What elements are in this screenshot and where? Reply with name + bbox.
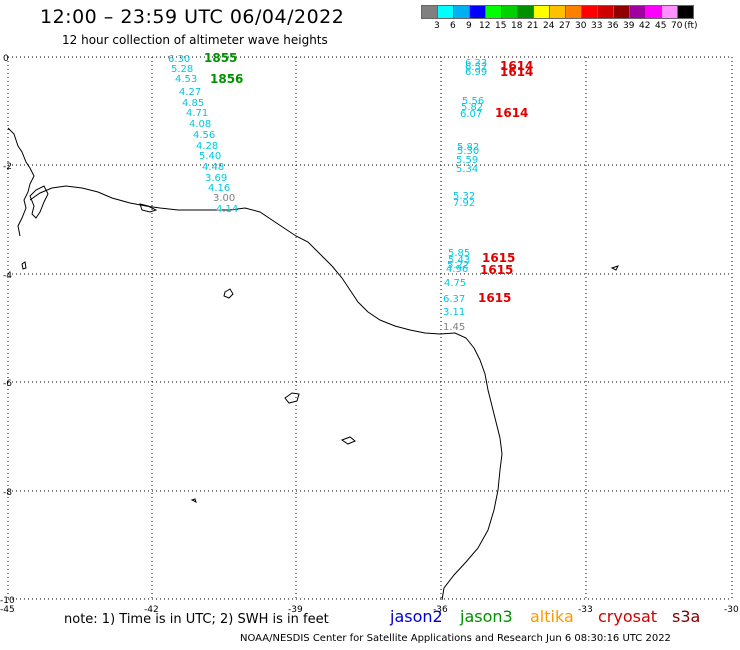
coastline	[7, 127, 619, 601]
pass-time-label: 1614	[495, 106, 528, 120]
legend-label: 42	[639, 21, 651, 31]
x-tick-label: -33	[578, 605, 593, 615]
wave-height-label: 4.27	[179, 87, 201, 98]
wave-height-label: 5.82	[461, 102, 483, 113]
island-e	[21, 261, 27, 270]
y-tick-label: -2	[3, 162, 12, 172]
legend-label: 39	[623, 21, 635, 31]
x-tick-label: -42	[144, 605, 159, 615]
satellite-legend-s3a: s3a	[672, 607, 701, 626]
wave-height-label: 6.99	[465, 67, 487, 78]
legend-label: 15	[495, 21, 507, 31]
wave-height-label: 5.22	[447, 260, 469, 271]
y-tick-label: -8	[3, 488, 12, 498]
wave-height-label: 3.11	[443, 307, 465, 318]
legend-swatch	[677, 5, 694, 19]
wave-height-label: 4.71	[186, 108, 208, 119]
pass-time-label: 1615	[478, 291, 511, 305]
axis-tick-labels: -45 -42 -39 -36 -33 -30 0 -2 -4 -6 -8 -10	[0, 54, 739, 615]
wave-height-label: 4.28	[196, 141, 218, 152]
legend-label: 18	[511, 21, 523, 31]
legend-label: 12	[479, 21, 491, 31]
pass-time-label: 1855	[204, 51, 237, 65]
satellite-legend-jason2: jason2	[390, 607, 443, 626]
pass-time-label: 1615	[480, 263, 513, 277]
wave-height-label: 4.53	[175, 74, 197, 85]
wave-height-label: 6.52	[465, 62, 487, 73]
coast-delta	[29, 185, 158, 219]
satellite-legend-cryosat: cryosat	[598, 607, 658, 626]
wave-height-label: 3.69	[205, 173, 227, 184]
wave-height-label: 6.37	[443, 294, 465, 305]
color-legend-labels: 3 6 9 12 15 18 21 24 27 30 33 36 39 42 45 70 (ft)	[421, 21, 740, 33]
x-tick-label: -36	[433, 605, 448, 615]
altimeter-track-west: 6.305.284.53 4.274.854.714.084.564.285.40…	[168, 51, 243, 215]
x-tick-label: -45	[0, 605, 15, 615]
wave-height-label: 5.59	[456, 155, 478, 166]
y-tick-label: 0	[3, 54, 9, 64]
wave-height-label: 5.40	[199, 151, 221, 162]
wave-height-label: 4.85	[182, 98, 204, 109]
altimeter-track-east: 6.336.526.995.565.826.075.825.305.595.34…	[443, 58, 533, 333]
legend-label: 3	[434, 21, 440, 31]
island-f	[190, 498, 197, 503]
legend-label: 30	[575, 21, 587, 31]
wave-height-label: 3.00	[213, 193, 235, 204]
brazil-coastline	[29, 185, 503, 601]
pass-time-label: 1614	[500, 65, 533, 79]
pass-time-label: 1856	[210, 72, 243, 86]
pass-time-label: 1614	[500, 59, 533, 73]
wave-height-label: 6.30	[168, 54, 190, 65]
legend-label: 21	[527, 21, 539, 31]
credit-line: NOAA/NESDIS Center for Satellite Applica…	[240, 633, 671, 644]
wave-height-label: 4.14	[216, 204, 238, 215]
island-b	[284, 392, 300, 404]
pass-time-label: 1615	[482, 251, 515, 265]
x-tick-label: -39	[288, 605, 303, 615]
wave-height-label: 4.56	[193, 130, 215, 141]
y-tick-label: -10	[0, 596, 15, 606]
coast-inlet-north	[7, 127, 35, 237]
wave-height-label: 5.30	[457, 146, 479, 157]
legend-label: 24	[543, 21, 555, 31]
wave-height-label: 5.43	[448, 255, 470, 266]
wave-height-label: 5.56	[462, 96, 484, 107]
wave-height-label: 4.08	[189, 119, 211, 130]
chart-subtitle: 12 hour collection of altimeter wave hei…	[62, 33, 328, 47]
satellite-legend-altika: altika	[530, 607, 574, 626]
wave-height-label: 6.33	[465, 58, 487, 69]
wave-height-label: 4.48	[202, 162, 224, 173]
wave-height-label: 4.96	[446, 264, 468, 275]
y-tick-label: -6	[3, 379, 12, 389]
wave-height-label: 7.92	[453, 198, 475, 209]
chart-title: 12:00 – 23:59 UTC 06/04/2022	[40, 6, 345, 28]
legend-label: 70	[671, 21, 683, 31]
x-tick-label: -30	[724, 605, 739, 615]
wave-height-label: 4.16	[208, 183, 230, 194]
legend-label: 45	[655, 21, 667, 31]
map-grid	[7, 56, 733, 600]
wave-height-label: 5.85	[448, 248, 470, 259]
wave-height-label: 5.32	[453, 191, 475, 202]
wave-height-label: 5.34	[456, 164, 478, 175]
legend-label: 6	[450, 21, 456, 31]
wave-height-label: 6.07	[460, 109, 482, 120]
color-legend	[421, 5, 694, 19]
legend-label: 36	[607, 21, 619, 31]
wave-height-label: 1.45	[443, 322, 465, 333]
wave-height-label: 4.75	[444, 278, 466, 289]
y-tick-label: -4	[3, 271, 12, 281]
island-d	[610, 265, 619, 271]
legend-label: 27	[559, 21, 571, 31]
satellite-legend-jason3: jason3	[460, 607, 513, 626]
island-a	[223, 288, 234, 299]
legend-label: 33	[591, 21, 603, 31]
legend-label: 9	[466, 21, 472, 31]
legend-label: (ft)	[684, 21, 698, 31]
footer-note: note: 1) Time is in UTC; 2) SWH is in fe…	[64, 612, 329, 627]
island-c	[340, 436, 356, 445]
wave-height-label: 5.82	[457, 142, 479, 153]
wave-height-label: 5.28	[171, 64, 193, 75]
